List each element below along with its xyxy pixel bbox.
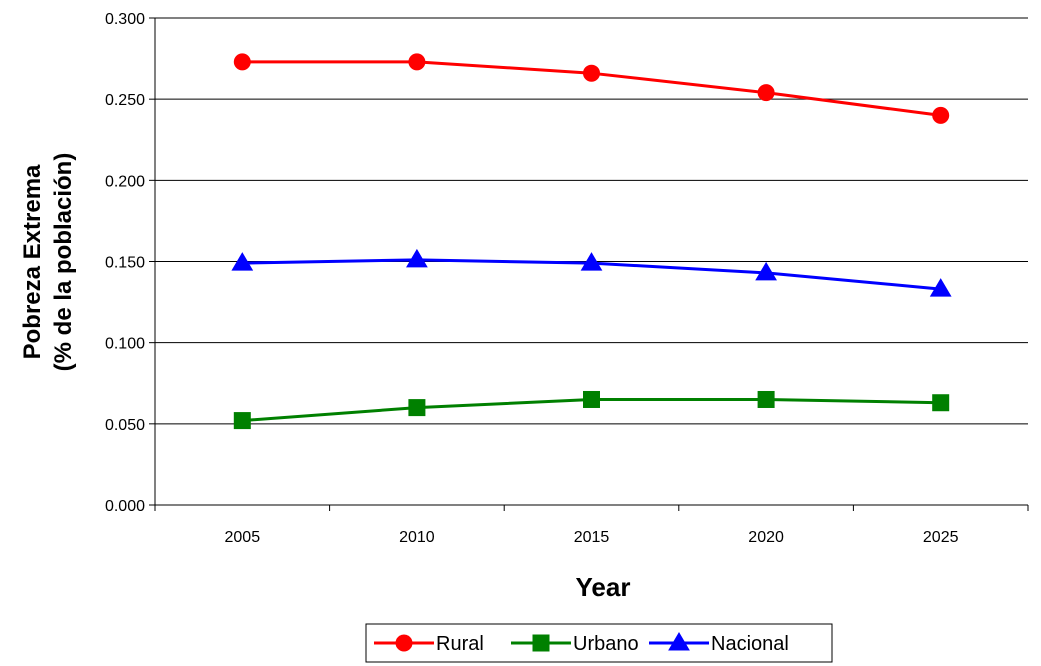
series-rural <box>233 53 950 124</box>
y-axis-title-line1: Pobreza Extrema <box>19 164 46 359</box>
data-point-urbano <box>408 399 426 417</box>
data-point-nacional <box>929 278 952 297</box>
legend-box <box>365 623 833 663</box>
y-tick-label: 0.000 <box>105 498 145 515</box>
data-point-urbano <box>932 394 950 412</box>
legend-marker-urbano <box>532 634 550 652</box>
data-point-rural <box>408 53 426 71</box>
series-group <box>231 53 952 430</box>
data-point-urbano <box>233 412 251 430</box>
x-tick-label: 2025 <box>923 529 959 546</box>
x-tick-label: 2015 <box>574 529 610 546</box>
data-point-rural <box>583 64 600 82</box>
data-point-nacional <box>755 261 777 281</box>
legend: Rural Urbano Nacional <box>365 623 833 663</box>
y-tick-label: 0.200 <box>105 173 145 190</box>
legend-label-rural: Rural <box>436 633 484 655</box>
y-tick-label: 0.150 <box>105 255 145 272</box>
legend-marker-nacional <box>668 632 690 651</box>
x-tick-label: 2010 <box>399 529 435 546</box>
data-point-nacional <box>406 248 428 268</box>
y-tick-label: 0.100 <box>105 336 145 353</box>
data-point-urbano <box>583 390 600 408</box>
data-point-nacional <box>580 252 603 271</box>
legend-marker-rural <box>395 634 413 652</box>
series-nacional <box>231 248 952 297</box>
legend-label-urbano: Urbano <box>573 633 639 655</box>
y-tick-label: 0.300 <box>105 11 145 28</box>
x-tick-label: 2020 <box>748 529 784 546</box>
y-tick-label: 0.050 <box>105 417 145 434</box>
x-axis-title: Year <box>576 572 631 602</box>
y-axis-title-line2: (% de la población) <box>50 153 77 372</box>
legend-label-nacional: Nacional <box>711 633 789 655</box>
data-point-rural <box>932 106 950 124</box>
y-axis-ticks: 0.000 0.050 0.100 0.150 0.200 0.250 0.300 <box>105 11 155 515</box>
series-urbano <box>233 390 950 430</box>
x-tick-label: 2005 <box>225 529 261 546</box>
y-tick-label: 0.250 <box>105 92 145 109</box>
data-point-rural <box>233 53 251 71</box>
data-point-urbano <box>757 390 775 408</box>
x-axis-ticks: 2005 2010 2015 2020 2025 <box>154 505 1029 546</box>
data-point-nacional <box>231 252 254 271</box>
data-point-rural <box>757 84 775 102</box>
